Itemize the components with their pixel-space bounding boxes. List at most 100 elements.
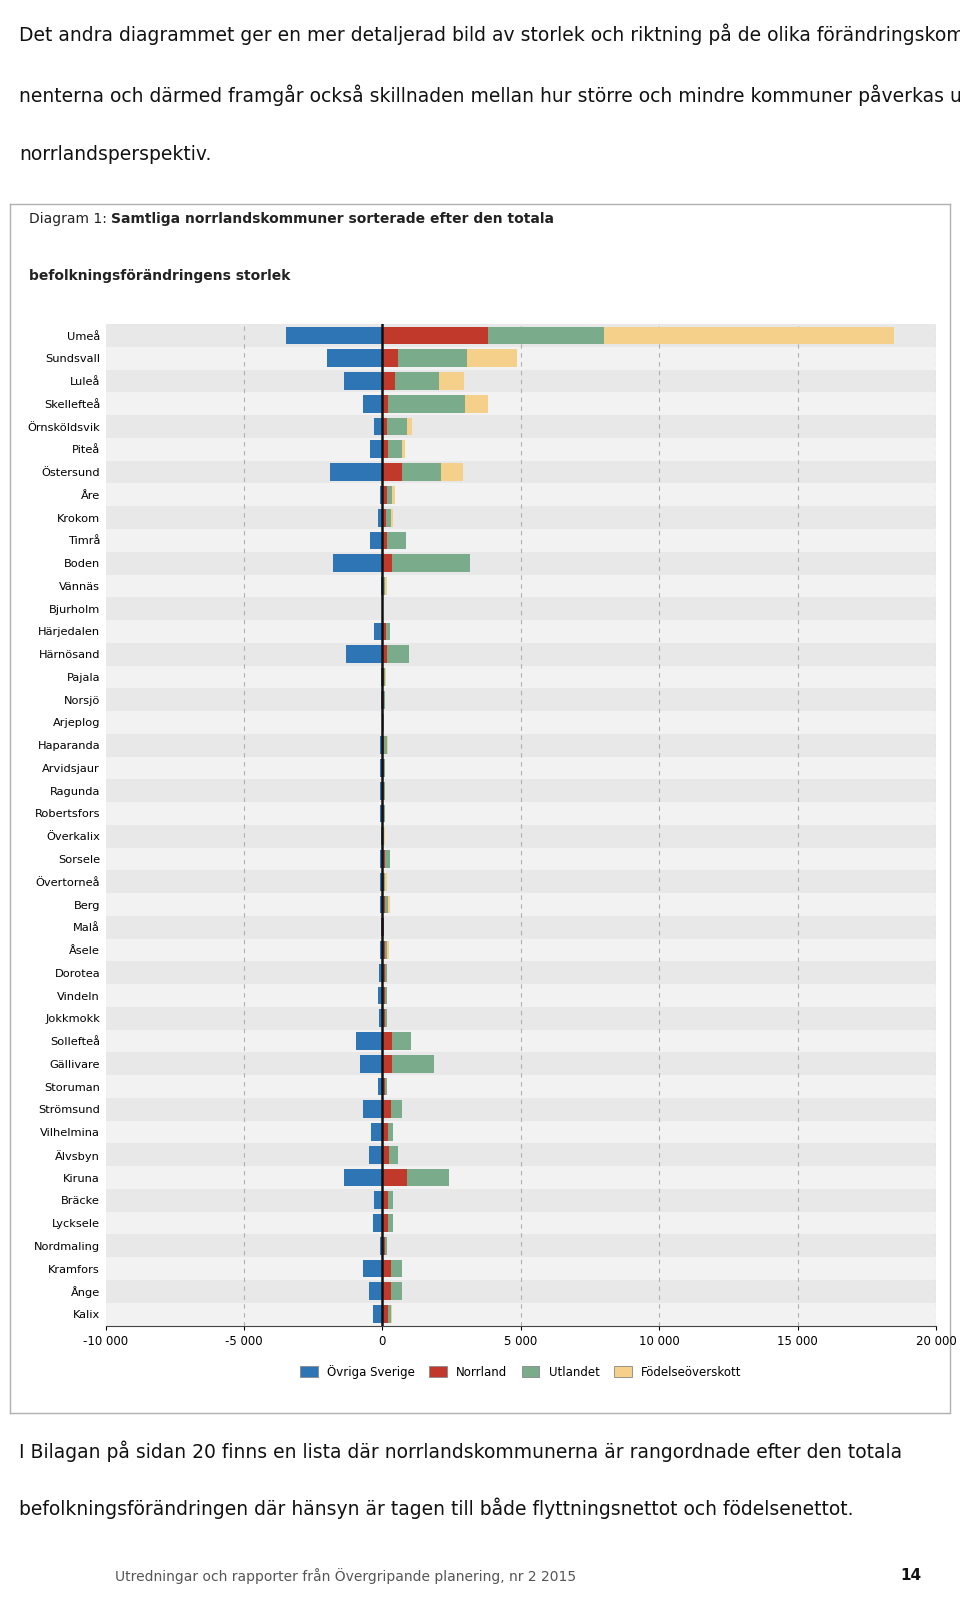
Bar (382, 1191, 388, 1209)
Bar (382, 645, 387, 663)
Text: Samtliga norrlandskommuner sorterade efter den totala: Samtliga norrlandskommuner sorterade eft… (111, 212, 554, 227)
Bar (382, 1123, 388, 1140)
Bar (395, 372, 439, 390)
Bar (386, 577, 387, 594)
Bar (391, 1100, 402, 1118)
Bar (106, 735, 936, 757)
Bar (388, 418, 407, 436)
Bar (388, 1305, 391, 1322)
Bar (407, 1169, 449, 1187)
Bar (386, 509, 392, 527)
Bar (327, 350, 382, 367)
Bar (384, 783, 385, 800)
Bar (106, 1212, 936, 1234)
Bar (467, 350, 516, 367)
Bar (106, 870, 936, 893)
Bar (369, 1147, 382, 1164)
Bar (382, 1169, 407, 1187)
Bar (379, 1009, 382, 1027)
Bar (106, 961, 936, 984)
Text: Det andra diagrammet ger en mer detaljerad bild av storlek och riktning på de ol: Det andra diagrammet ger en mer detaljer… (19, 24, 960, 45)
Bar (386, 623, 390, 640)
Bar (363, 1260, 382, 1278)
Bar (382, 805, 384, 822)
Text: I Bilagan på sidan 20 finns en lista där norrlandskommunerna är rangordnade efte: I Bilagan på sidan 20 finns en lista där… (19, 1440, 902, 1461)
Bar (389, 896, 390, 913)
Bar (383, 577, 386, 594)
Bar (382, 327, 488, 345)
Bar (106, 575, 936, 597)
Bar (385, 850, 390, 867)
Bar (106, 1281, 936, 1303)
Bar (380, 874, 382, 891)
Bar (106, 1143, 936, 1166)
Bar (106, 1303, 936, 1326)
Bar (106, 939, 936, 961)
Bar (382, 1238, 385, 1255)
Bar (387, 645, 409, 663)
Bar (384, 736, 387, 754)
Bar (106, 1257, 936, 1281)
Bar (378, 1078, 382, 1096)
Bar (382, 1056, 392, 1073)
Bar (372, 1214, 382, 1231)
Bar (382, 668, 384, 685)
Bar (397, 350, 467, 367)
Bar (382, 1032, 392, 1049)
Bar (106, 711, 936, 735)
Bar (382, 485, 387, 503)
Bar (392, 509, 393, 527)
Bar (381, 668, 382, 685)
Bar (388, 1123, 394, 1140)
Bar (106, 802, 936, 824)
Bar (106, 484, 936, 506)
Bar (390, 1147, 397, 1164)
Bar (382, 1305, 388, 1322)
Bar (106, 1030, 936, 1052)
Bar (384, 759, 386, 776)
Bar (392, 1032, 412, 1049)
Bar (106, 1008, 936, 1030)
Bar (360, 1056, 382, 1073)
Bar (379, 941, 382, 958)
Bar (382, 509, 386, 527)
Bar (379, 965, 382, 982)
Bar (378, 987, 382, 1005)
Bar (382, 850, 385, 867)
Bar (379, 896, 382, 913)
Legend: Övriga Sverige, Norrland, Utlandet, Födelseöverskott: Övriga Sverige, Norrland, Utlandet, Föde… (294, 1359, 748, 1385)
Text: 14: 14 (900, 1568, 922, 1583)
Bar (382, 1100, 391, 1118)
Bar (363, 394, 382, 412)
Bar (391, 1282, 402, 1300)
Bar (382, 1147, 390, 1164)
Bar (382, 623, 386, 640)
Bar (382, 965, 385, 982)
Bar (385, 965, 388, 982)
Bar (372, 1305, 382, 1322)
Bar (387, 532, 406, 549)
Bar (106, 848, 936, 870)
Bar (381, 577, 382, 594)
Bar (384, 874, 385, 891)
Bar (382, 394, 388, 412)
Bar (441, 463, 463, 481)
Bar (106, 1188, 936, 1212)
Bar (391, 1305, 392, 1322)
Bar (380, 805, 382, 822)
Bar (382, 418, 388, 436)
Bar (106, 393, 936, 415)
Bar (374, 1191, 382, 1209)
Bar (106, 553, 936, 575)
Text: norrlandsperspektiv.: norrlandsperspektiv. (19, 145, 211, 164)
Bar (106, 529, 936, 553)
Bar (382, 874, 384, 891)
Bar (380, 783, 382, 800)
Bar (382, 783, 384, 800)
Bar (106, 371, 936, 393)
Bar (380, 759, 382, 776)
Bar (391, 1260, 402, 1278)
Bar (488, 327, 604, 345)
Bar (392, 1056, 434, 1073)
Bar (380, 485, 382, 503)
